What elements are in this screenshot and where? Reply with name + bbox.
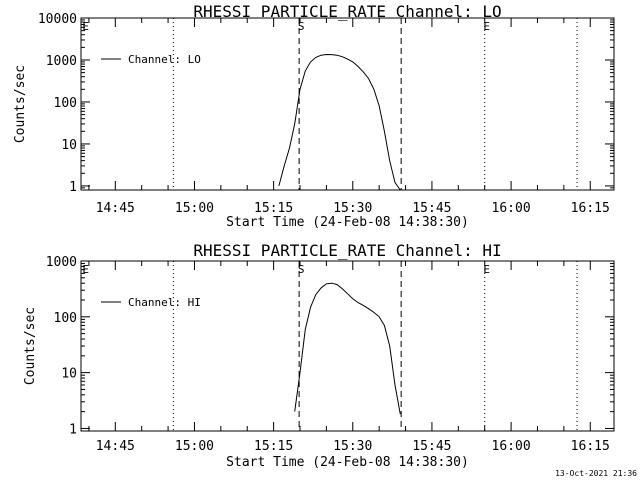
y-tick-label: 1000 [46, 54, 77, 69]
x-tick-label: 15:45 [412, 201, 451, 216]
y-axis-label: Counts/sec [13, 65, 28, 143]
plot-frame [80, 260, 615, 432]
x-tick-label: 15:00 [175, 439, 214, 454]
panel-hi: RHESSI PARTICLE_RATE Channel: HI 1 10 100 10… [23, 241, 615, 470]
y-tick-label: 100 [54, 96, 77, 111]
chart-title: RHESSI PARTICLE_RATE Channel: LO [193, 2, 501, 21]
y-tick-label: 10000 [38, 12, 77, 27]
series-line [278, 53, 401, 191]
y-tick-label: 10 [61, 367, 77, 382]
x-tick-label: 16:15 [571, 201, 610, 216]
x-tick-label: 15:15 [254, 439, 293, 454]
marker-label-e: E [82, 20, 89, 33]
y-axis-label: Counts/sec [23, 307, 38, 385]
x-tick-label: 16:00 [492, 201, 531, 216]
y-tick-label: 1 [69, 422, 77, 437]
marker-label-s: S [298, 20, 305, 33]
x-tick-label: 16:15 [571, 439, 610, 454]
x-tick-label: 15:30 [333, 201, 372, 216]
panel-lo: RHESSI PARTICLE_RATE Channel: LO 1 10 100 10… [13, 2, 615, 230]
legend-label: Channel: LO [128, 53, 201, 66]
x-tick-label: 15:15 [254, 201, 293, 216]
marker-label-s: S [298, 263, 305, 276]
x-tick-label: 16:00 [492, 439, 531, 454]
timestamp-footer: 13-Oct-2021 21:36 [555, 469, 637, 478]
chart-title: RHESSI PARTICLE_RATE Channel: HI [193, 241, 501, 260]
marker-label-e: E [483, 20, 490, 33]
x-axis-label: Start Time (24-Feb-08 14:38:30) [226, 455, 469, 470]
series-line [294, 282, 401, 415]
x-tick-label: 15:00 [175, 201, 214, 216]
x-tick-label: 14:45 [96, 201, 135, 216]
x-tick-label: 14:45 [96, 439, 135, 454]
marker-label-e: E [82, 263, 89, 276]
y-tick-label: 1000 [46, 255, 77, 270]
marker-label-e: E [483, 263, 490, 276]
y-tick-label: 1 [69, 180, 77, 195]
x-tick-label: 15:45 [412, 439, 451, 454]
y-tick-label: 10 [61, 138, 77, 153]
x-axis-label: Start Time (24-Feb-08 14:38:30) [226, 215, 469, 230]
plot-frame [80, 17, 615, 191]
y-tick-label: 100 [54, 311, 77, 326]
x-tick-label: 15:30 [333, 439, 372, 454]
legend-label: Channel: HI [128, 296, 201, 309]
